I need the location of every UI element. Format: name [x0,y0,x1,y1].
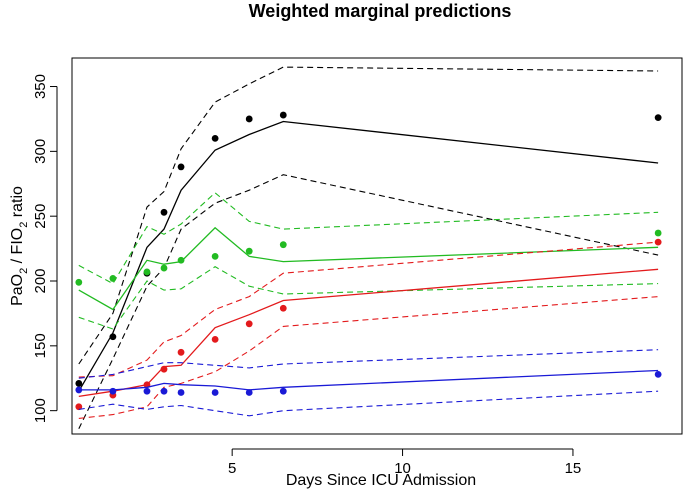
series-blue-fit-line [78,369,659,391]
y-label-sub-2: 2 [18,222,30,228]
series-black-upper-bound [78,66,659,365]
series-blue-point [75,386,83,394]
series-red-point [245,320,253,328]
series-green-point [211,252,219,260]
series-blue-point [654,370,662,378]
series-black-point [177,163,185,171]
series-blue-point [211,389,219,396]
x-tick-label: 10 [394,460,411,477]
series-black-point [245,115,253,123]
series-green-lower-bound [78,266,659,330]
series-red-lower-bound [78,296,659,419]
series-blue-upper-bound [78,349,659,379]
y-tick-label: 200 [32,268,49,293]
x-axis-label: Days Since ICU Admission [286,472,476,489]
series-black-point [75,380,83,387]
series-black-point [654,114,662,122]
series-red-upper-bound [78,241,659,378]
series-green-point [143,268,151,276]
series-red-point [160,365,168,373]
y-label-part-2: / FIO [9,228,26,268]
series-black-point [160,208,168,216]
series-red-point [75,403,83,411]
chart-title: Weighted marginal predictions [249,1,512,21]
y-label-part-3: ratio [9,186,26,222]
series-green-upper-bound [78,192,659,285]
series-green-point [75,278,83,286]
series-blue-point [109,387,117,395]
series-black-point [279,111,287,119]
y-tick-label: 150 [32,333,49,358]
y-tick-label: 250 [32,204,49,229]
y-tick-label: 300 [32,139,49,164]
series-green-point [177,256,185,264]
series-green-point [160,264,168,272]
y-axis-label: PaO2 / FIO2 ratio [9,186,30,306]
series-blue [75,349,662,417]
series-blue-point [160,387,168,395]
series-blue-point [245,389,253,396]
y-axis: 100 150 200 250 300 350 [32,74,58,423]
series-blue-lower-bound [78,390,659,417]
series-black-fit-line [78,120,659,392]
x-tick-label: 15 [565,460,582,477]
series-green [75,192,662,330]
series-green-point [654,229,662,237]
plot-frame [71,57,683,435]
series-black [75,66,662,430]
series-black-point [109,333,117,341]
series-black-lower-bound [78,174,659,430]
series-red-point [177,348,185,356]
series-green-point [279,241,287,249]
y-label-part-1: PaO [9,274,26,306]
y-tick-label: 350 [32,74,49,99]
x-tick-label: 5 [228,460,236,477]
series-red-point [654,238,662,246]
series-blue-point [143,387,151,395]
series-green-point [109,275,117,282]
y-tick-label: 100 [32,398,49,423]
y-label-sub-1: 2 [18,268,30,274]
plot-marks [75,66,662,430]
series-red-point [211,335,219,343]
series-red-point [279,304,287,312]
series-blue-point [279,387,287,395]
series-black-point [211,134,219,142]
series-green-point [245,247,253,255]
series-blue-point [177,389,185,396]
series-red-fit-line [78,268,659,398]
x-axis: 5 10 15 [228,448,582,477]
